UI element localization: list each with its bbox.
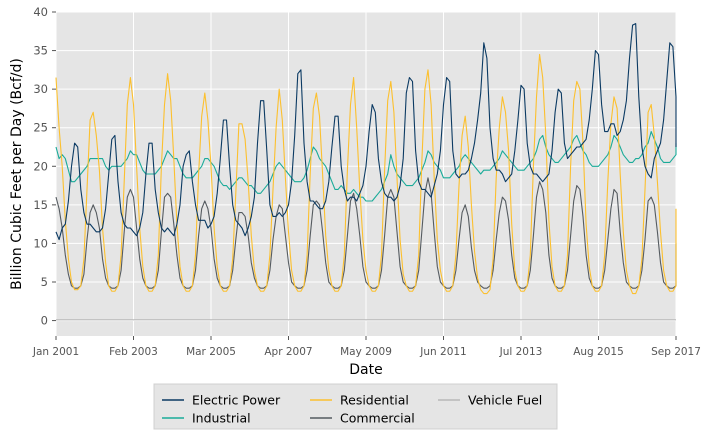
y-tick-label: 10 <box>33 236 48 250</box>
legend-label: Commercial <box>340 411 415 426</box>
x-tick-label: Jul 2013 <box>499 346 543 358</box>
legend-label: Industrial <box>192 411 251 426</box>
y-tick-label: 0 <box>41 314 48 328</box>
x-tick-label: Jun 2011 <box>419 346 466 358</box>
series-line-electric-power <box>55 23 677 241</box>
y-axis-label: Billion Cubic Feet per Day (Bcf/d) <box>9 58 25 290</box>
series-line-residential <box>55 53 677 295</box>
y-tick-label: 35 <box>33 44 48 58</box>
legend-label: Electric Power <box>192 393 281 408</box>
legend-box <box>153 383 558 430</box>
x-tick-label: Feb 2003 <box>109 346 158 358</box>
x-tick-label: Mar 2005 <box>186 346 236 358</box>
legend: Electric Power Industrial Residential Comme… <box>153 383 558 430</box>
y-tick-label: 5 <box>41 275 48 289</box>
x-tick-label: Jan 2001 <box>32 346 79 358</box>
x-tick-label: Apr 2007 <box>264 346 312 358</box>
x-axis-ticks: Jan 2001 Feb 2003 Mar 2005 Apr 2007 May 2009… <box>32 336 701 358</box>
legend-entries: Electric Power Industrial Residential Comme… <box>162 393 542 426</box>
y-tick-label: 15 <box>33 198 48 212</box>
legend-label: Vehicle Fuel <box>468 393 542 408</box>
y-axis-ticks: 0 5 10 15 20 25 30 35 40 <box>33 5 56 328</box>
x-axis-label: Date <box>349 362 382 378</box>
legend-label: Residential <box>340 393 409 408</box>
x-tick-label: Aug 2015 <box>573 346 624 358</box>
y-tick-label: 25 <box>33 121 48 135</box>
y-tick-label: 40 <box>33 5 48 19</box>
y-tick-label: 20 <box>33 159 48 173</box>
x-tick-label: Sep 2017 <box>651 346 701 358</box>
x-tick-label: May 2009 <box>340 346 392 358</box>
y-tick-label: 30 <box>33 82 48 96</box>
series-line-industrial <box>55 131 677 202</box>
series-lines <box>55 23 677 321</box>
